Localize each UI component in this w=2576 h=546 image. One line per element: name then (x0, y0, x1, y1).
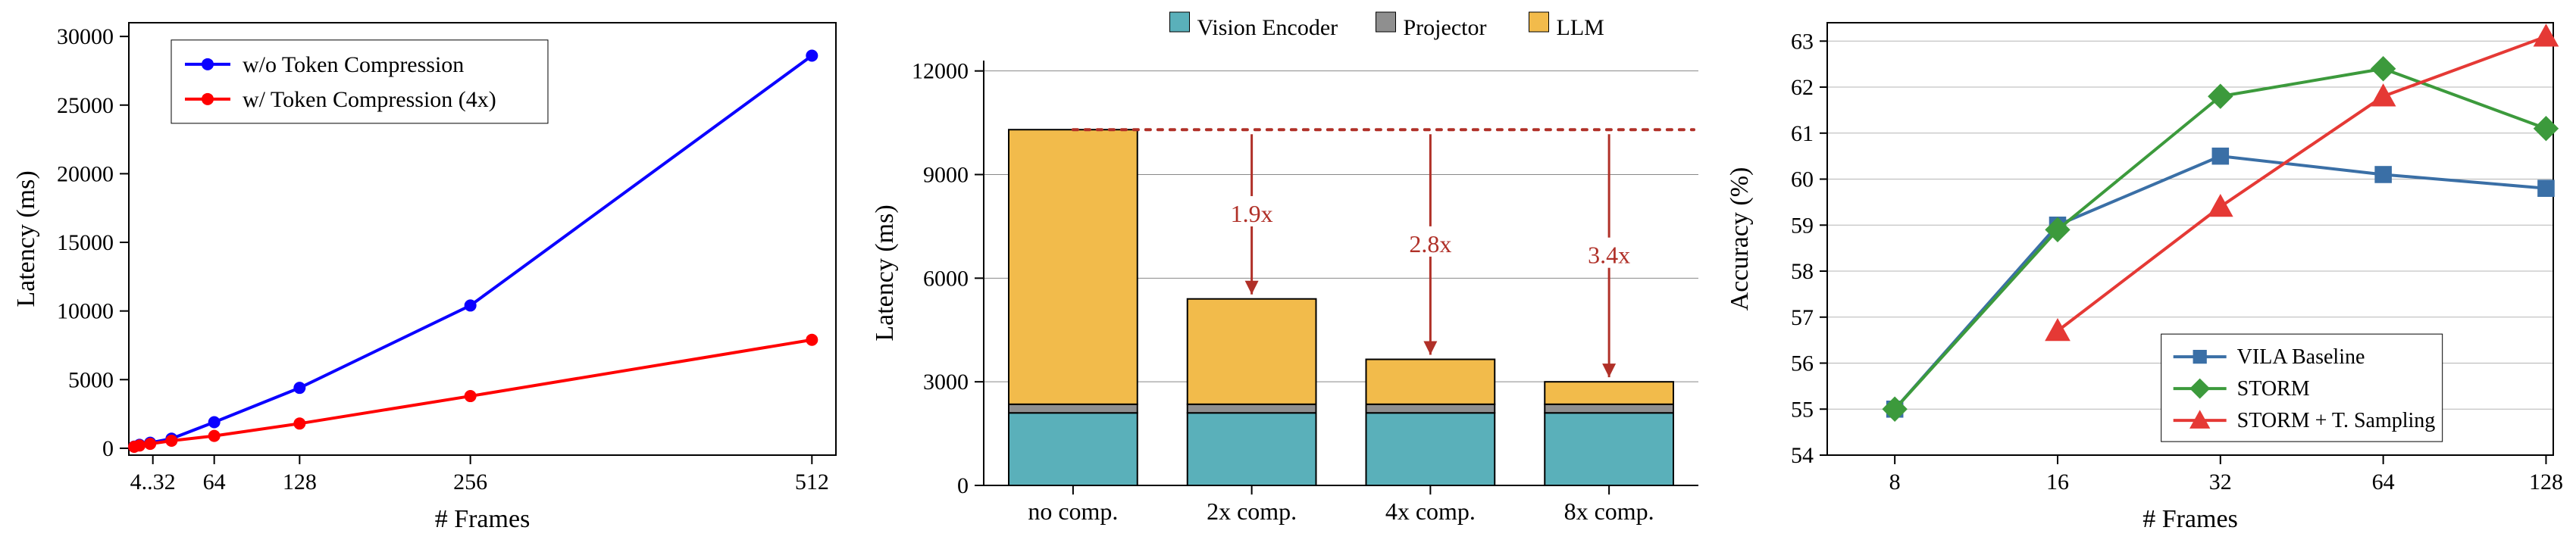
bar-segment (1545, 382, 1673, 404)
y-tick-label: 3000 (923, 370, 969, 395)
y-tick-label: 58 (1791, 259, 1814, 284)
y-tick-label: 54 (1791, 443, 1814, 468)
x-tick-label: 8x comp. (1564, 498, 1654, 525)
bar-segment (1545, 413, 1673, 485)
right-line-chart: 54 55 56 57 58 59 60 61 62 63 8 16 32 64 128 # Frames Ac… (1717, 0, 2576, 546)
legend-label: LLM (1557, 15, 1604, 40)
speedup-label: 1.9x (1231, 200, 1273, 227)
x-tick-label: 8 (1889, 470, 1901, 495)
series-marker (806, 334, 818, 346)
x-tick-label: no comp. (1028, 498, 1118, 525)
y-tick-label: 12000 (912, 59, 969, 84)
series-marker (208, 430, 221, 442)
bar-segment (1366, 360, 1495, 404)
x-tick-label: 256 (453, 470, 487, 495)
y-tick-label: 5000 (68, 367, 114, 392)
y-tick-label: 63 (1791, 29, 1814, 54)
y-tick-label: 60 (1791, 167, 1814, 192)
series-marker (2538, 180, 2555, 197)
speedup-label: 3.4x (1588, 242, 1630, 269)
y-tick-label: 10000 (57, 299, 114, 324)
center-panel: 0 3000 6000 9000 12000 Latency (ms) no comp. 2x… (859, 0, 1717, 546)
legend-swatch (1529, 12, 1549, 32)
y-tick-label: 62 (1791, 75, 1814, 100)
legend-swatch (1376, 12, 1396, 32)
legend-label: w/o Token Compression (243, 52, 464, 77)
legend-label: Vision Encoder (1197, 15, 1338, 40)
x-tick-label: 64 (203, 470, 226, 495)
y-tick-label: 57 (1791, 305, 1814, 330)
series-marker (2193, 351, 2206, 363)
bar-segment (1188, 299, 1316, 404)
legend-label: STORM + T. Sampling (2237, 409, 2436, 432)
series-marker (806, 50, 818, 62)
y-tick-label: 15000 (57, 230, 114, 255)
legend-swatch (1170, 12, 1190, 32)
bar-segment (1009, 404, 1138, 413)
y-tick-label: 6000 (923, 266, 969, 291)
y-tick-label: 25000 (57, 93, 114, 118)
y-axis-label: Latency (ms) (871, 204, 899, 341)
legend-label: Projector (1404, 15, 1487, 40)
bar-segment (1545, 404, 1673, 413)
y-tick-label: 55 (1791, 397, 1814, 422)
figure-row: 0500010000150002000025000300004..3264128… (0, 0, 2576, 546)
series-marker (133, 439, 146, 451)
y-tick-label: 0 (102, 436, 114, 461)
bar-segment (1188, 404, 1316, 413)
right-panel: 54 55 56 57 58 59 60 61 62 63 8 16 32 64 128 # Frames Ac… (1717, 0, 2576, 546)
series-marker (165, 435, 177, 447)
series-marker (2212, 148, 2229, 164)
bar-segment (1366, 413, 1495, 485)
y-tick-label: 9000 (923, 163, 969, 188)
y-tick-label: 56 (1791, 351, 1814, 376)
bar-segment (1009, 129, 1138, 404)
legend-label: STORM (2237, 377, 2310, 401)
y-tick-label: 0 (957, 473, 969, 498)
center-stacked-bar-chart: 0 3000 6000 9000 12000 Latency (ms) no comp. 2x… (859, 0, 1717, 546)
series-marker (465, 299, 477, 311)
series-marker (293, 382, 305, 394)
x-axis-label: # Frames (435, 505, 531, 533)
x-tick-label: 2x comp. (1207, 498, 1297, 525)
x-axis-label: # Frames (2142, 505, 2238, 533)
y-tick-label: 30000 (57, 24, 114, 49)
legend-label: w/ Token Compression (4x) (243, 87, 496, 112)
left-line-chart: 0 5000 10000 15000 20000 25000 30000 4..32 64 128… (0, 0, 859, 546)
x-tick-label: 512 (795, 470, 829, 495)
x-tick-label: 128 (283, 470, 317, 495)
y-tick-label: 20000 (57, 161, 114, 186)
y-tick-label: 61 (1791, 121, 1814, 146)
series-marker (293, 417, 305, 429)
series-marker (465, 390, 477, 402)
x-tick-label: 4x comp. (1385, 498, 1476, 525)
y-axis-label: Accuracy (%) (1726, 167, 1754, 311)
x-tick-label: 32 (2209, 470, 2232, 495)
legend-label: VILA Baseline (2237, 345, 2365, 369)
speedup-label: 2.8x (1409, 230, 1451, 257)
y-axis-label: Latency (ms) (12, 170, 40, 307)
x-tick-label: 4..32 (130, 470, 176, 495)
bar-segment (1366, 404, 1495, 413)
x-tick-label: 16 (2046, 470, 2069, 495)
x-tick-label: 64 (2372, 470, 2395, 495)
bar-segment (1188, 413, 1316, 485)
series-marker (208, 416, 221, 428)
left-panel: 0 5000 10000 15000 20000 25000 30000 4..32 64 128… (0, 0, 859, 546)
series-marker (2375, 167, 2392, 183)
y-tick-label: 59 (1791, 213, 1814, 238)
x-tick-label: 128 (2529, 470, 2563, 495)
series-marker (144, 438, 156, 450)
bar-segment (1009, 413, 1138, 485)
